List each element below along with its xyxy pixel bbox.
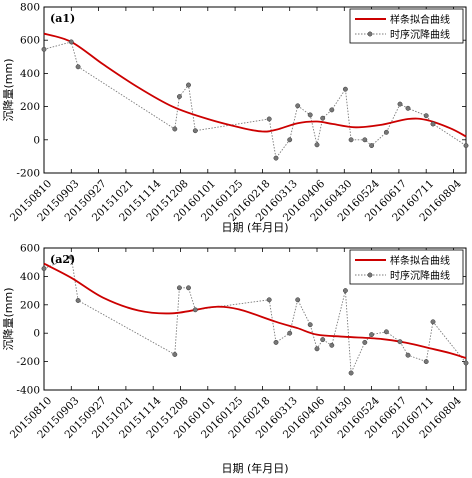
y-tick-label: 0 [33, 134, 40, 146]
data-point [342, 86, 348, 92]
data-point [430, 319, 436, 325]
y-axis-label: 沉降量(mm) [1, 287, 15, 350]
legend-box [349, 249, 464, 285]
data-point [348, 370, 354, 376]
data-point [383, 329, 389, 335]
legend-series-label: 时序沉降曲线 [390, 28, 450, 41]
data-point [287, 137, 293, 143]
legend-series-marker [367, 272, 373, 278]
data-point [430, 121, 436, 127]
data-point [295, 297, 301, 303]
y-axis: -400 -200 0 200 400 600 [16, 243, 466, 397]
y-tick-label: -400 [16, 385, 40, 397]
legend-series-label: 时序沉降曲线 [390, 269, 450, 282]
data-point [307, 112, 313, 118]
series-layer [41, 32, 469, 161]
data-point [362, 137, 368, 143]
data-point [295, 103, 301, 109]
data-point [176, 285, 182, 291]
panel-label: (a1) [50, 12, 75, 25]
data-point [75, 298, 81, 303]
data-point [362, 339, 368, 345]
legend: 样条拟合曲线 时序沉降曲线 [349, 249, 464, 285]
panel-label: (a2) [50, 253, 75, 266]
data-point [192, 128, 198, 134]
y-tick-label: 200 [20, 101, 40, 113]
y-tick-label: -200 [16, 168, 40, 180]
legend-spline-label: 样条拟合曲线 [390, 254, 450, 267]
x-axis-label: 日期 (年月日) [221, 220, 288, 234]
data-point [463, 360, 469, 366]
data-point [172, 352, 178, 357]
data-point [186, 285, 191, 291]
data-point [41, 46, 47, 52]
y-axis: -200 0 200 400 600 800 [16, 2, 466, 180]
data-point [320, 115, 326, 121]
legend: 样条拟合曲线 时序沉降曲线 [349, 8, 464, 44]
data-point [348, 137, 354, 143]
data-point [68, 254, 74, 260]
data-point [307, 322, 313, 328]
data-point [463, 143, 469, 149]
data-point [320, 337, 326, 343]
data-point [369, 143, 375, 149]
y-tick-label: 400 [20, 271, 40, 283]
data-point [176, 94, 182, 100]
data-point [329, 107, 335, 113]
x-axis-label: 日期 (年月日) [221, 461, 288, 475]
data-point [397, 101, 403, 107]
data-point [192, 307, 198, 313]
data-point [273, 155, 279, 161]
data-point [423, 113, 429, 119]
data-point [314, 346, 320, 352]
y-tick-label: 800 [20, 2, 40, 14]
data-point [266, 297, 272, 303]
series-layer [41, 254, 469, 376]
data-point [266, 116, 272, 122]
y-tick-label: 600 [20, 35, 40, 47]
data-point [369, 332, 375, 338]
data-point [314, 142, 320, 148]
series-spline-line [43, 32, 467, 138]
legend-box [349, 8, 464, 44]
data-point [186, 82, 191, 88]
data-point [405, 105, 411, 111]
legend-spline-label: 样条拟合曲线 [390, 13, 450, 26]
data-point [397, 339, 403, 345]
data-point [75, 64, 81, 70]
y-tick-label: 400 [20, 68, 40, 80]
data-point [405, 352, 411, 358]
series-spline-line [43, 262, 467, 359]
data-point [68, 39, 74, 45]
y-axis-label: 沉降量(mm) [1, 58, 15, 121]
y-tick-label: 200 [20, 299, 40, 311]
y-tick-label: -200 [16, 356, 40, 368]
legend-series-marker [367, 31, 373, 37]
y-tick-label: 0 [33, 328, 40, 340]
data-point [172, 126, 178, 132]
data-point [41, 266, 47, 272]
data-point [329, 342, 335, 348]
data-point [287, 330, 293, 336]
data-point [342, 288, 348, 294]
data-point [423, 359, 429, 365]
data-point [273, 339, 279, 345]
y-tick-label: 600 [20, 243, 40, 255]
data-point [383, 129, 389, 135]
